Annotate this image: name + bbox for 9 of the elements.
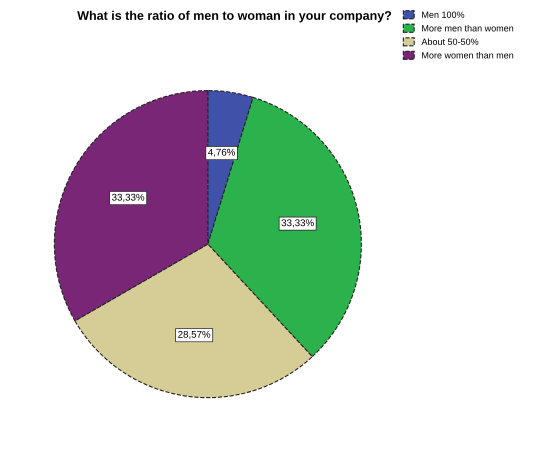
legend-label: More women than men — [422, 52, 514, 58]
legend-label: Men 100% — [422, 12, 464, 18]
data-label: 33,33% — [112, 194, 144, 202]
data-label: 4,76% — [208, 148, 236, 157]
legend-label: About 50-50% — [421, 38, 478, 45]
chart-title: What is the ratio of men to woman in your company? — [77, 10, 392, 22]
data-label: 33,33% — [282, 219, 314, 228]
data-label: 28,57% — [178, 330, 210, 339]
legend-label: More men than women — [422, 24, 514, 32]
